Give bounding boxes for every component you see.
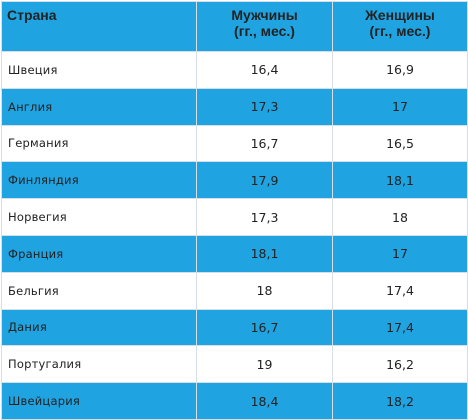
header-men: Мужчины (гг., мес.) — [196, 1, 333, 52]
men-cell: 17,3 — [196, 198, 333, 236]
header-women: Женщины (гг., мес.) — [332, 1, 468, 52]
table-header-row: Страна Мужчины (гг., мес.) Женщины (гг.,… — [1, 1, 468, 52]
country-cell: Швейцария — [1, 382, 197, 420]
table-row: Норвегия 17,3 18 — [1, 198, 468, 236]
table-row: Англия 17,3 17 — [1, 87, 468, 126]
men-cell: 17,3 — [196, 87, 333, 126]
men-cell: 16,7 — [196, 124, 333, 163]
country-cell: Франция — [1, 234, 197, 273]
women-cell: 16,9 — [332, 51, 468, 89]
men-cell: 16,4 — [196, 51, 333, 89]
women-cell: 17 — [332, 234, 468, 273]
table-row: Португалия 19 16,2 — [1, 345, 468, 384]
table-row: Дания 16,7 17,4 — [1, 308, 468, 347]
header-country: Страна — [1, 1, 197, 52]
women-cell: 18,1 — [332, 161, 468, 200]
table-row: Франция 18,1 17 — [1, 234, 468, 273]
women-cell: 18,2 — [332, 382, 468, 420]
header-men-line1: Мужчины — [231, 7, 298, 23]
table-row: Финляндия 17,9 18,1 — [1, 161, 468, 200]
header-women-line2: (гг., мес.) — [369, 23, 431, 39]
country-cell: Германия — [1, 124, 197, 163]
header-women-line1: Женщины — [365, 7, 435, 23]
women-cell: 18 — [332, 198, 468, 236]
country-cell: Бельгия — [1, 271, 197, 310]
men-cell: 19 — [196, 345, 333, 384]
women-cell: 17,4 — [332, 308, 468, 347]
women-cell: 17,4 — [332, 271, 468, 310]
country-cell: Португалия — [1, 345, 197, 384]
country-cell: Англия — [1, 87, 197, 126]
header-country-label: Страна — [7, 7, 57, 23]
country-cell: Норвегия — [1, 198, 197, 236]
country-cell: Швеция — [1, 51, 197, 89]
table-row: Швеция 16,4 16,9 — [1, 51, 468, 89]
men-cell: 18 — [196, 271, 333, 310]
header-men-line2: (гг., мес.) — [234, 23, 295, 39]
men-cell: 16,7 — [196, 308, 333, 347]
country-cell: Финляндия — [1, 161, 197, 200]
men-cell: 18,4 — [196, 382, 333, 420]
country-cell: Дания — [1, 308, 197, 347]
table-row: Германия 16,7 16,5 — [1, 124, 468, 163]
men-cell: 17,9 — [196, 161, 333, 200]
table-row: Бельгия 18 17,4 — [1, 271, 468, 310]
women-cell: 16,2 — [332, 345, 468, 384]
table-row: Швейцария 18,4 18,2 — [1, 382, 468, 420]
men-cell: 18,1 — [196, 234, 333, 273]
women-cell: 16,5 — [332, 124, 468, 163]
women-cell: 17 — [332, 87, 468, 126]
